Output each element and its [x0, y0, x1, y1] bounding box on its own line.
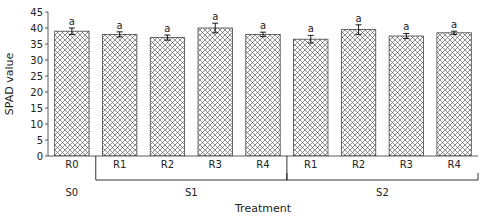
error-bar — [69, 28, 75, 34]
bar — [294, 39, 328, 156]
y-tick — [45, 60, 48, 61]
y-tick — [45, 140, 48, 141]
x-tick-label: R4 — [256, 159, 269, 170]
error-bar — [212, 23, 218, 33]
significance-label: a — [403, 21, 409, 32]
y-tick — [45, 124, 48, 125]
y-tick-label: 20 — [30, 87, 43, 98]
y-tick-label: 35 — [30, 39, 43, 50]
significance-label: a — [69, 16, 75, 27]
error-bar — [260, 32, 266, 36]
x-tick-label: R0 — [65, 159, 78, 170]
y-tick — [45, 28, 48, 29]
error-bar — [356, 25, 362, 35]
y-tick-label: 0 — [37, 151, 43, 162]
bar — [437, 33, 471, 156]
x-axis-label: Treatment — [234, 202, 292, 215]
y-tick — [45, 12, 48, 13]
error-bar — [117, 32, 123, 37]
x-tick-label: R3 — [400, 159, 413, 170]
error-bar — [451, 31, 457, 34]
bar — [246, 34, 280, 156]
y-tick-label: 5 — [37, 135, 43, 146]
x-tick-label: R4 — [447, 159, 460, 170]
group-label: S0 — [66, 187, 79, 198]
significance-label: a — [117, 20, 123, 31]
y-tick-label: 45 — [30, 7, 43, 18]
group-bracket — [287, 156, 478, 180]
y-tick — [45, 44, 48, 45]
significance-label: a — [212, 11, 218, 22]
x-tick-label: R3 — [209, 159, 222, 170]
significance-label: a — [164, 23, 170, 34]
bar — [102, 34, 136, 156]
bars — [55, 23, 472, 156]
x-axis — [48, 156, 478, 157]
y-tick-label: 30 — [30, 55, 43, 66]
y-tick-label: 15 — [30, 103, 43, 114]
bar — [389, 36, 423, 156]
x-tick-label: R2 — [161, 159, 174, 170]
y-tick — [45, 108, 48, 109]
y-tick-label: 25 — [30, 71, 43, 82]
x-tick-label: R1 — [113, 159, 126, 170]
y-tick-label: 10 — [30, 119, 43, 130]
chart: 0 5 10 15 20 25 30 35 40 45 a a a a a a a a a R0 R1 R2 R3 R4 R1 R… — [0, 0, 486, 218]
significance-label: a — [451, 19, 457, 30]
error-bar — [403, 33, 409, 38]
y-axis-label: SPAD value — [3, 53, 16, 116]
x-tick-label: R1 — [304, 159, 317, 170]
y-tick — [45, 92, 48, 93]
bar — [341, 30, 375, 156]
significance-label: a — [260, 20, 266, 31]
group-label: S2 — [376, 187, 389, 198]
error-bar — [164, 35, 170, 40]
bar — [55, 31, 89, 156]
y-tick — [45, 76, 48, 77]
error-bar — [308, 35, 314, 43]
bar — [198, 28, 232, 156]
bar — [150, 38, 184, 156]
group-label: S1 — [185, 187, 198, 198]
y-axis — [48, 12, 49, 156]
y-tick — [45, 156, 48, 157]
y-tick-label: 40 — [30, 23, 43, 34]
significance-label: a — [308, 23, 314, 34]
x-tick-label: R2 — [352, 159, 365, 170]
group-bracket — [96, 156, 287, 180]
significance-label: a — [355, 13, 361, 24]
